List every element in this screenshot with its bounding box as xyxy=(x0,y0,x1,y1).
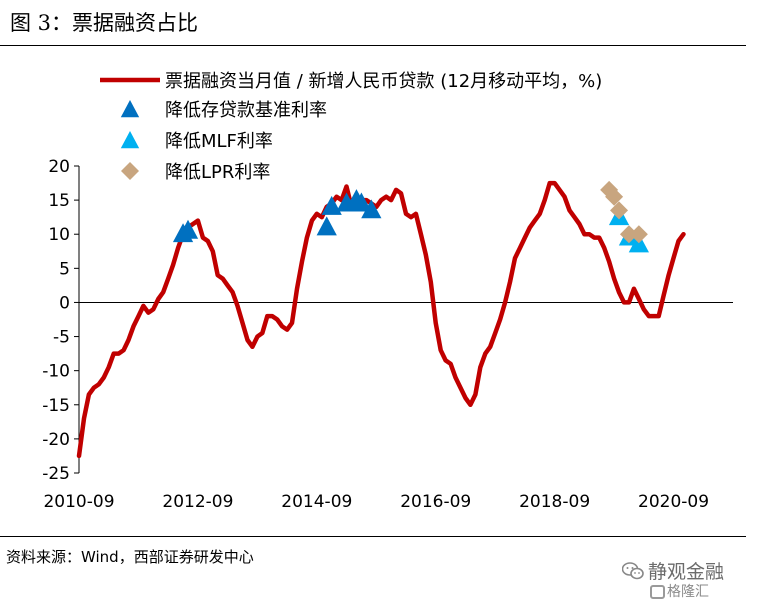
y-tick-label: -15 xyxy=(42,396,70,416)
marker-diamond xyxy=(610,201,629,220)
gelonghui-logo-icon xyxy=(650,585,665,599)
y-tick-label: 10 xyxy=(48,225,70,245)
x-tick-label: 2014-09 xyxy=(281,492,352,512)
x-tick-label: 2016-09 xyxy=(400,492,471,512)
y-tick-label: 5 xyxy=(59,259,70,279)
y-tick-label: 20 xyxy=(48,157,70,177)
legend-label: 降低MLF利率 xyxy=(165,131,273,152)
marker-diamond xyxy=(605,187,624,206)
x-tick-label: 2012-09 xyxy=(162,492,233,512)
watermark-primary: 静观金融 xyxy=(648,561,725,583)
x-tick-label: 2020-09 xyxy=(638,492,709,512)
marker-triangle xyxy=(177,219,199,239)
y-tick-label: -25 xyxy=(42,464,70,484)
marker-diamond xyxy=(619,225,638,244)
marker-triangle xyxy=(351,192,372,212)
figure-title: 图 3：票据融资占比 xyxy=(10,11,199,35)
marker-triangle xyxy=(316,216,337,236)
bottom-rule xyxy=(0,536,746,537)
legend-swatch-diamond xyxy=(121,162,139,180)
legend-swatch-triangle xyxy=(120,131,140,149)
legend-swatch-triangle xyxy=(120,100,140,118)
y-tick-label: 15 xyxy=(48,191,70,211)
y-tick-label: -10 xyxy=(42,362,70,382)
legend-label: 降低LPR利率 xyxy=(165,162,270,183)
series-line-loan-ratio xyxy=(76,180,686,459)
y-tick-label: -5 xyxy=(53,328,70,348)
legend-label: 票据融资当月值 / 新增人民币贷款 (12月移动平均，%) xyxy=(165,71,602,92)
chart: 20 15 10 5 0 -5 -10 -15 -20 -25 2010-09 2012-09 2014… xyxy=(42,71,733,512)
marker-triangle xyxy=(321,195,342,215)
y-tick-label: 0 xyxy=(59,293,70,313)
source-note: 资料来源：Wind，西部证券研发中心 xyxy=(6,548,254,566)
marker-triangle xyxy=(361,199,382,219)
y-tick-label: -20 xyxy=(42,430,70,450)
x-tick-label: 2010-09 xyxy=(43,492,114,512)
marker-diamond xyxy=(629,225,648,244)
watermark-secondary: 格隆汇 xyxy=(667,584,709,600)
legend-label: 降低存贷款基准利率 xyxy=(165,100,327,121)
wechat-icon xyxy=(622,562,644,580)
top-rule xyxy=(0,45,746,46)
x-tick-label: 2018-09 xyxy=(519,492,590,512)
